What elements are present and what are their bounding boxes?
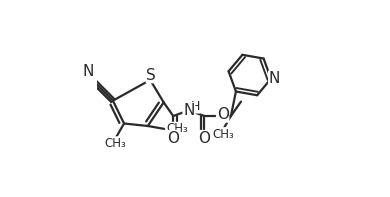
Text: S: S — [146, 68, 156, 83]
Text: CH₃: CH₃ — [105, 137, 127, 150]
Text: CH₃: CH₃ — [166, 122, 188, 135]
Text: N: N — [269, 71, 280, 86]
Text: O: O — [199, 131, 211, 146]
Text: O: O — [167, 131, 179, 146]
Text: N: N — [183, 103, 195, 118]
Text: O: O — [217, 107, 229, 122]
Text: N: N — [83, 64, 94, 79]
Text: CH₃: CH₃ — [213, 128, 234, 141]
Text: H: H — [190, 100, 200, 113]
